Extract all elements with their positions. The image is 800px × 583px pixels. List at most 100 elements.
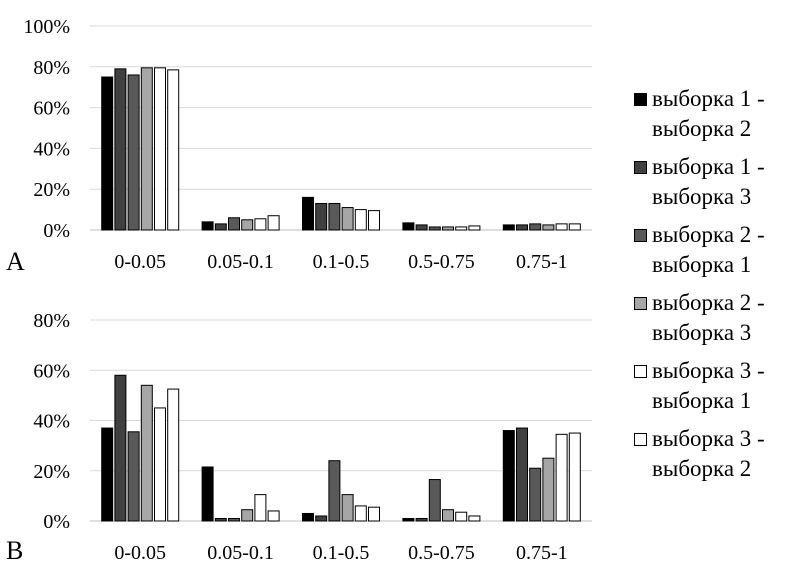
bar-b-4-2 bbox=[529, 467, 542, 522]
legend-label: выборка 1 - выборка 3 bbox=[652, 154, 765, 209]
bar-b-4-3 bbox=[542, 457, 555, 522]
bar-b-2-1 bbox=[315, 515, 328, 522]
bar-a-2-2 bbox=[328, 202, 341, 231]
x-tick-label-b-4: 0.75-1 bbox=[516, 542, 568, 564]
bar-a-0-2 bbox=[127, 74, 140, 231]
bar-b-1-2 bbox=[228, 517, 240, 522]
bar-b-0-1 bbox=[114, 374, 127, 522]
chart-panel-a: 0% 20% 40% 60% 80% 100% 0-0.05 0.05-0.1 0.1-0.5 0… bbox=[6, 16, 592, 276]
bar-b-3-4 bbox=[455, 511, 468, 522]
bar-a-2-0 bbox=[302, 196, 314, 231]
y-tick-label-a-2: 40% bbox=[33, 138, 70, 160]
bar-a-4-4 bbox=[555, 223, 568, 231]
bar-a-1-0 bbox=[201, 221, 214, 231]
legend-item: выборка 1 - выборка 3 bbox=[632, 152, 800, 220]
bar-b-0-4 bbox=[154, 407, 166, 522]
bar-a-0-3 bbox=[140, 67, 153, 231]
bar-b-4-1 bbox=[516, 427, 528, 522]
x-tick-label-b-2: 0.1-0.5 bbox=[313, 542, 370, 564]
bar-a-0-4 bbox=[154, 67, 166, 231]
legend-label: выборка 1 - выборка 2 bbox=[652, 86, 765, 141]
bar-b-2-0 bbox=[302, 512, 314, 522]
x-tick-label-b-1: 0.05-0.1 bbox=[207, 542, 274, 564]
bar-b-4-4 bbox=[555, 433, 568, 522]
bar-b-2-5 bbox=[368, 506, 380, 522]
legend-label: выборка 2 - выборка 3 bbox=[652, 290, 765, 345]
bar-a-4-5 bbox=[568, 223, 581, 231]
legend-swatch bbox=[634, 433, 647, 446]
x-tick-label-a-4: 0.75-1 bbox=[516, 251, 568, 273]
bar-b-1-5 bbox=[267, 510, 280, 522]
legend-swatch bbox=[634, 161, 647, 174]
bar-b-1-3 bbox=[241, 509, 254, 522]
bar-a-3-0 bbox=[402, 222, 415, 231]
bar-a-4-3 bbox=[542, 224, 555, 231]
legend-label: выборка 2 - выборка 1 bbox=[652, 222, 765, 277]
y-tick-label-b-2: 40% bbox=[33, 411, 70, 433]
bar-a-2-4 bbox=[354, 209, 367, 231]
x-tick-label-a-3: 0.5-0.75 bbox=[408, 251, 475, 273]
bar-b-1-1 bbox=[214, 517, 227, 522]
y-tick-label-a-5: 100% bbox=[23, 16, 70, 38]
bar-a-2-5 bbox=[368, 210, 380, 231]
legend: выборка 1 - выборка 2 выборка 1 - выборка… bbox=[632, 84, 800, 492]
bar-a-3-5 bbox=[468, 225, 481, 231]
legend-item: выборка 2 - выборка 1 bbox=[632, 220, 800, 288]
bar-b-1-0 bbox=[201, 466, 214, 522]
legend-label: выборка 3 - выборка 2 bbox=[652, 426, 765, 481]
bar-a-1-2 bbox=[228, 217, 240, 231]
bar-b-3-5 bbox=[468, 515, 481, 522]
bar-b-4-0 bbox=[502, 430, 515, 522]
x-tick-label-a-2: 0.1-0.5 bbox=[313, 251, 370, 273]
bar-a-3-1 bbox=[415, 224, 428, 231]
y-tick-label-a-3: 60% bbox=[33, 98, 70, 120]
bar-b-3-2 bbox=[428, 479, 441, 522]
bar-a-4-1 bbox=[516, 224, 528, 231]
bar-a-1-5 bbox=[267, 215, 280, 231]
bar-b-4-5 bbox=[568, 432, 581, 522]
legend-item: выборка 2 - выборка 3 bbox=[632, 288, 800, 356]
panel-letter-b: B bbox=[6, 536, 23, 565]
legend-swatch bbox=[634, 365, 647, 378]
legend-swatch bbox=[634, 229, 647, 242]
legend-swatch bbox=[634, 297, 647, 310]
bar-a-2-3 bbox=[341, 207, 354, 231]
bar-b-0-3 bbox=[140, 384, 153, 522]
y-tick-label-b-4: 80% bbox=[33, 310, 70, 332]
y-tick-label-a-4: 80% bbox=[33, 57, 70, 79]
legend-item: выборка 1 - выборка 2 bbox=[632, 84, 800, 152]
chart-panel-b: 0% 20% 40% 60% 80% 0-0.05 0.05-0.1 0.1-0.5 0.5-0… bbox=[6, 310, 592, 565]
y-tick-label-b-1: 20% bbox=[33, 461, 70, 483]
bar-b-3-0 bbox=[402, 517, 415, 522]
bar-b-1-4 bbox=[254, 494, 267, 522]
y-tick-label-b-0: 0% bbox=[43, 511, 70, 533]
bar-b-0-0 bbox=[101, 427, 114, 522]
x-tick-label-b-0: 0-0.05 bbox=[114, 542, 166, 564]
bar-b-0-2 bbox=[127, 431, 140, 522]
bar-a-2-1 bbox=[315, 202, 328, 231]
legend-item: выборка 3 - выборка 1 bbox=[632, 356, 800, 424]
y-tick-label-a-0: 0% bbox=[43, 220, 70, 242]
bar-b-2-3 bbox=[341, 494, 354, 522]
panel-letter-a: A bbox=[6, 247, 25, 276]
x-tick-label-a-0: 0-0.05 bbox=[114, 251, 166, 273]
legend-swatch bbox=[634, 93, 647, 106]
bar-a-0-1 bbox=[114, 68, 127, 231]
bar-a-0-5 bbox=[167, 69, 180, 231]
x-tick-label-b-3: 0.5-0.75 bbox=[408, 542, 475, 564]
bar-a-1-1 bbox=[214, 223, 227, 231]
y-tick-label-b-3: 60% bbox=[33, 360, 70, 382]
bar-b-3-1 bbox=[415, 517, 428, 522]
bar-b-2-2 bbox=[328, 460, 341, 522]
bar-a-3-3 bbox=[442, 226, 454, 231]
bar-a-4-2 bbox=[529, 223, 542, 231]
bar-a-4-0 bbox=[502, 224, 515, 231]
bar-a-1-3 bbox=[241, 219, 254, 231]
bar-a-3-2 bbox=[428, 226, 441, 231]
bar-b-2-4 bbox=[354, 505, 367, 522]
bar-b-0-5 bbox=[167, 388, 180, 522]
y-tick-label-a-1: 20% bbox=[33, 179, 70, 201]
x-tick-label-a-1: 0.05-0.1 bbox=[207, 251, 274, 273]
bar-a-1-4 bbox=[254, 218, 267, 231]
